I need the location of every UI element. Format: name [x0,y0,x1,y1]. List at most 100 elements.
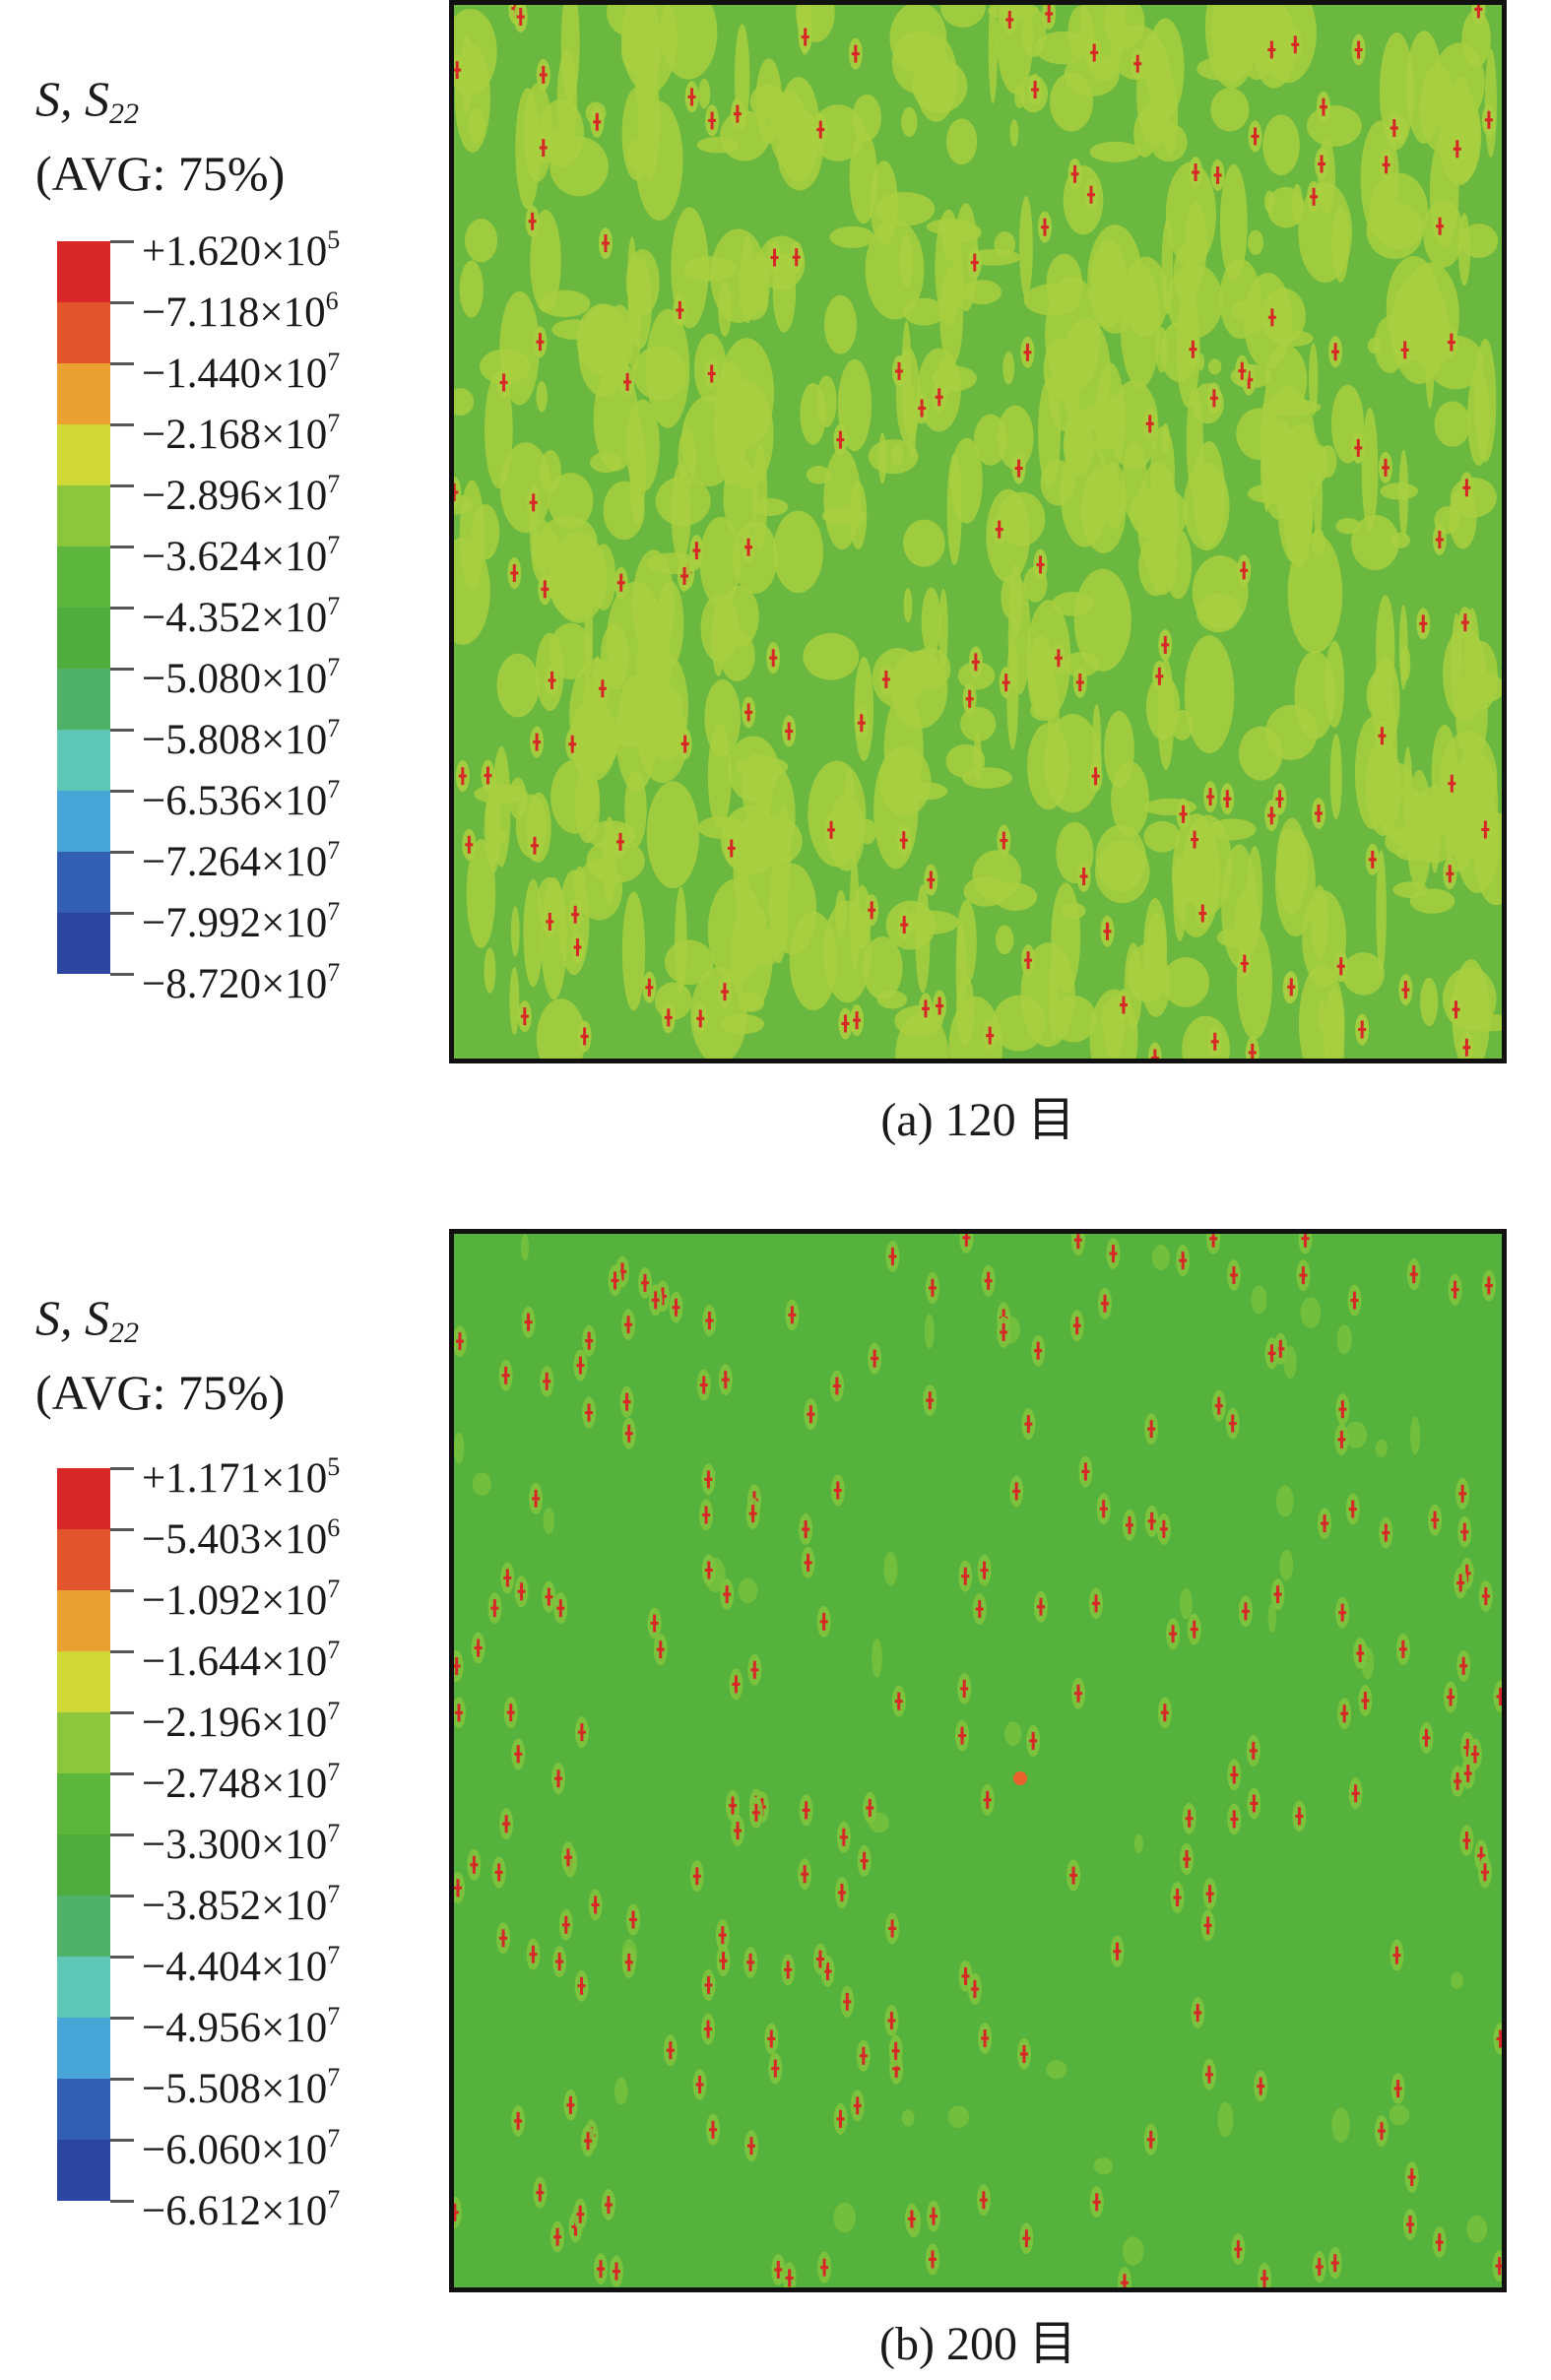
stress-patch [1143,820,1181,853]
stress-patch [1185,201,1207,286]
legend-swatch [57,363,110,424]
legend-swatch [57,791,110,852]
stress-patch [1329,734,1342,820]
stress-hotspot [581,2125,596,2157]
stress-patch [466,839,496,948]
stress-patch [490,827,506,846]
stress-highlight [1013,1771,1027,1785]
caption: (a) 120 目 [880,1094,1075,1146]
stress-patch [484,947,496,994]
legend-tick [110,2200,134,2203]
stress-hotspot [1072,666,1087,698]
stress-patch [637,61,661,181]
stress-hotspot [1206,382,1221,415]
stress-hotspot [999,667,1013,699]
stress-hotspot [701,1463,716,1496]
stress-hotspot [813,113,828,146]
stress-hotspot [997,824,1011,857]
stress-patch [675,886,687,996]
stress-hotspot [594,2253,609,2285]
stress-hotspot [1445,767,1459,800]
stress-patch [578,304,629,398]
legend-tick [110,240,134,243]
stress-patch [549,622,593,680]
stress-patch [973,414,1008,466]
stress-patch [1164,528,1193,600]
stress-patch [627,236,637,326]
stress-patch [1274,830,1316,937]
stress-hotspot [830,1474,845,1507]
stress-hotspot [1100,915,1115,947]
legend-tick [110,301,134,304]
stress-patch [1405,31,1443,144]
stress-hotspot [1248,120,1262,153]
stress-patch [883,1551,898,1586]
stress-hotspot [1397,334,1412,366]
stress-hotspot [1315,148,1329,180]
stress-patch [484,792,500,868]
stress-patch [988,5,998,104]
stress-hotspot [669,1291,683,1323]
stress-hotspot [570,931,585,963]
stress-hotspot [642,971,657,1003]
stress-patch [997,491,1046,547]
stress-hotspot [521,1306,536,1338]
stress-hotspot [1478,813,1493,846]
stress-hotspot [648,1284,663,1317]
stress-hotspot [1147,1042,1162,1059]
stress-patch [1004,1721,1022,1747]
stress-patch [1389,2104,1410,2126]
stress-hotspot [689,535,704,567]
stress-patch [1361,407,1379,532]
stress-hotspot [1245,1036,1260,1059]
stress-patch [614,2077,628,2105]
stress-hotspot [454,1325,467,1358]
stress-hotspot [1493,2023,1502,2055]
legend-tick [110,1895,134,1898]
stress-hotspot [799,1513,813,1546]
stress-hotspot [962,682,977,715]
stress-hotspot [1264,1337,1279,1370]
stress-hotspot [1379,1516,1393,1549]
stress-patch [1013,85,1025,108]
legend-tick [110,1467,134,1470]
legend-label: −6.612×107 [142,2185,341,2234]
legend-swatch [57,424,110,485]
stress-hotspot [1143,2123,1158,2155]
stress-patch [690,967,747,1059]
stress-hotspot [1433,210,1448,242]
stress-patch [510,906,520,957]
stress-patch [711,602,726,676]
stress-hotspot [1097,1287,1112,1319]
stress-hotspot [1328,336,1343,368]
stress-hotspot [1226,1258,1241,1291]
legend-swatch [57,1651,110,1712]
stress-patch [536,998,586,1059]
stress-hotspot [1455,1477,1470,1510]
stress-hotspot [1152,660,1167,692]
stress-patch [1429,782,1441,873]
stress-hotspot [1444,1681,1458,1713]
stress-hotspot [526,486,541,519]
legend-tick [110,423,134,426]
legend-tick [110,790,134,793]
stress-patch [586,838,645,884]
stress-patch [914,35,958,122]
stress-patch [1009,119,1019,147]
stress-patch [921,587,941,656]
stress-hotspot [854,707,869,740]
stress-hotspot [1156,1512,1171,1545]
stress-hotspot [1312,797,1326,829]
stress-hotspot [1444,326,1458,358]
stress-hotspot [1202,1878,1217,1910]
stress-patch [699,516,742,608]
stress-hotspot [1019,2222,1034,2255]
stress-patch [454,1432,465,1464]
stress-patch [803,632,860,680]
stress-patch [1392,881,1428,898]
stress-hotspot [1106,1238,1121,1270]
stress-hotspot [983,1019,998,1052]
stress-hotspot [1070,1234,1085,1256]
legend-title: S, S22 (AVG: 75%) [35,71,286,201]
stress-hotspot [1333,950,1348,983]
